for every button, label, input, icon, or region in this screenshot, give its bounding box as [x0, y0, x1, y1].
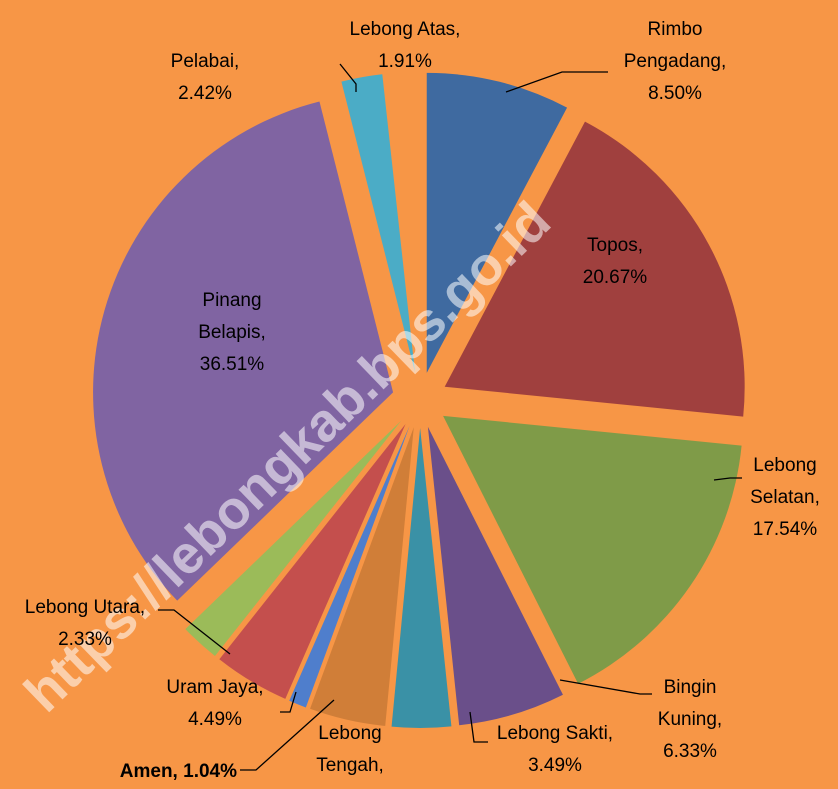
- pie-slice: [443, 415, 742, 684]
- data-label: Pinang Belapis, 36.51%: [177, 285, 287, 381]
- value-label: 8.50%: [648, 83, 702, 104]
- leader-line: [469, 711, 488, 743]
- category-label: Pinang Belapis,: [198, 290, 266, 343]
- pie-slice: [219, 423, 406, 699]
- category-label: Amen,: [119, 761, 178, 782]
- pie-slice: [310, 427, 414, 726]
- category-label: Lebong Atas,: [349, 19, 461, 40]
- data-label: Lebong Selatan, 17.54%: [735, 450, 835, 546]
- pie-slice: [391, 427, 452, 728]
- data-label: Pelabai, 2.42%: [155, 46, 255, 110]
- value-label: 4.49%: [188, 709, 242, 730]
- leader-line: [559, 679, 652, 695]
- value-label: 3.49%: [528, 755, 582, 776]
- value-label: 6.33%: [663, 741, 717, 762]
- category-label: Lebong Selatan,: [750, 455, 820, 508]
- pie-slice: [93, 101, 394, 601]
- value-label: 1.91%: [378, 51, 432, 72]
- data-label: Lebong Utara, 2.33%: [10, 592, 160, 656]
- leader-line: [158, 609, 231, 655]
- category-label: Lebong Tengah,: [316, 723, 384, 776]
- category-label: Bingin Kuning,: [657, 677, 723, 730]
- value-label: 2.33%: [58, 629, 112, 650]
- value-label: 20.67%: [582, 267, 648, 288]
- data-label: Topos, 20.67%: [560, 230, 670, 294]
- leader-line: [240, 699, 335, 771]
- value-label: 36.51%: [199, 354, 265, 375]
- leader-line: [505, 71, 608, 93]
- pie-slice: [385, 72, 419, 373]
- data-label: Amen, 1.04%: [37, 756, 237, 788]
- value-label: 1.04%: [183, 761, 237, 782]
- category-label: Lebong Utara,: [24, 597, 146, 618]
- category-label: Pelabai,: [170, 51, 240, 72]
- value-label: 17.54%: [752, 519, 818, 540]
- data-label: Lebong Sakti, 3.49%: [475, 718, 635, 782]
- data-label: Rimbo Pengadang, 8.50%: [610, 14, 740, 110]
- pie-slice: [289, 425, 410, 708]
- data-label: Bingin Kuning, 6.33%: [640, 672, 740, 768]
- pie-slice: [427, 426, 563, 726]
- data-label: Lebong Tengah,: [295, 718, 405, 782]
- leader-line: [280, 691, 297, 713]
- category-label: Topos,: [587, 235, 643, 256]
- leader-line: [339, 63, 357, 92]
- category-label: Lebong Sakti,: [496, 723, 614, 744]
- data-label: Lebong Atas, 1.91%: [325, 14, 485, 78]
- category-label: Rimbo Pengadang,: [623, 19, 727, 72]
- value-label: 2.42%: [178, 83, 232, 104]
- leader-line: [713, 477, 742, 481]
- pie-slice: [185, 420, 402, 656]
- pie-slice: [426, 72, 568, 373]
- pie-slice: [341, 74, 416, 373]
- data-label: Uram Jaya, 4.49%: [155, 672, 275, 736]
- category-label: Uram Jaya,: [166, 677, 264, 698]
- pie-slice: [444, 121, 745, 417]
